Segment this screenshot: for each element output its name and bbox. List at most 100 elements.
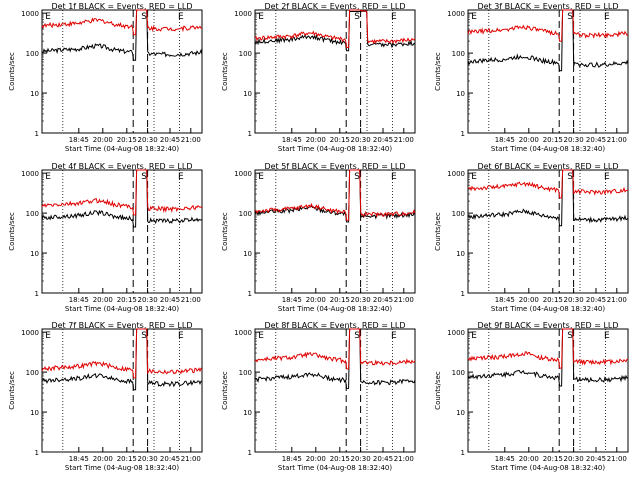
y-tick-label: 10 xyxy=(456,90,465,98)
x-tick-label: 21:00 xyxy=(181,136,201,144)
event-marker: E xyxy=(258,12,264,22)
x-tick-label: 18:45 xyxy=(282,136,302,144)
events-series-line xyxy=(254,10,416,52)
panel-2: Det 2f BLACK = Events, RED = LLD Counts/s… xyxy=(221,2,416,153)
y-tick-label: 1000 xyxy=(447,170,465,178)
y-tick-label: 1000 xyxy=(234,10,252,18)
x-axis-label: Start Time (04-Aug-08 18:32:40) xyxy=(491,464,605,472)
x-tick-label: 20:45 xyxy=(373,136,393,144)
event-marker: S xyxy=(567,172,573,182)
events-series-line xyxy=(254,169,416,223)
x-tick-label: 20:30 xyxy=(564,455,584,463)
x-tick-label: 20:15 xyxy=(117,455,137,463)
lld-series-line xyxy=(467,169,629,199)
y-tick-label: 1000 xyxy=(234,329,252,337)
panel-title: Det 1f BLACK = Events, RED = LLD xyxy=(51,2,192,11)
x-tick-label: 18:45 xyxy=(69,136,89,144)
x-tick-label: 18:45 xyxy=(282,296,302,304)
x-tick-label: 20:15 xyxy=(330,296,350,304)
event-marker: E xyxy=(258,331,264,341)
y-axis-label: Counts/sec xyxy=(8,212,16,251)
event-marker: E xyxy=(178,172,184,182)
lld-series-line xyxy=(41,9,203,36)
y-axis-label: Counts/sec xyxy=(221,212,229,251)
x-tick-label: 20:00 xyxy=(93,136,113,144)
x-tick-label: 20:45 xyxy=(160,455,180,463)
events-series-line xyxy=(254,328,416,389)
y-tick-label: 1000 xyxy=(447,329,465,337)
y-tick-label: 100 xyxy=(239,369,252,377)
event-marker: E xyxy=(45,331,51,341)
y-tick-label: 1000 xyxy=(21,170,39,178)
x-tick-label: 18:45 xyxy=(69,455,89,463)
event-marker: E xyxy=(471,331,477,341)
x-tick-label: 20:30 xyxy=(138,455,158,463)
y-tick-label: 1000 xyxy=(447,10,465,18)
x-tick-label: 20:15 xyxy=(330,455,350,463)
panel-5: Det 5f BLACK = Events, RED = LLD Counts/s… xyxy=(221,162,416,313)
events-series-line xyxy=(41,9,203,61)
panel-6: Det 6f BLACK = Events, RED = LLD Counts/s… xyxy=(434,162,629,313)
x-tick-label: 21:00 xyxy=(607,136,627,144)
panel-title: Det 6f BLACK = Events, RED = LLD xyxy=(477,162,618,171)
x-tick-label: 20:15 xyxy=(543,136,563,144)
y-tick-label: 1000 xyxy=(234,170,252,178)
x-tick-label: 21:00 xyxy=(181,296,201,304)
event-marker: S xyxy=(141,12,147,22)
x-axis-label: Start Time (04-Aug-08 18:32:40) xyxy=(65,464,179,472)
event-marker: E xyxy=(391,172,397,182)
event-marker: S xyxy=(354,331,360,341)
lld-series-line xyxy=(254,328,416,370)
event-marker: E xyxy=(391,331,397,341)
event-marker: E xyxy=(45,12,51,22)
y-tick-label: 1000 xyxy=(21,329,39,337)
y-tick-label: 1 xyxy=(35,290,39,298)
y-tick-label: 1 xyxy=(461,290,465,298)
x-tick-label: 20:00 xyxy=(93,455,113,463)
event-marker: S xyxy=(354,12,360,22)
y-axis-label: Counts/sec xyxy=(434,371,442,410)
lld-series-line xyxy=(467,9,629,42)
x-axis-label: Start Time (04-Aug-08 18:32:40) xyxy=(65,305,179,313)
event-marker: S xyxy=(567,12,573,22)
plot-frame xyxy=(41,328,203,453)
events-series-line xyxy=(41,169,203,228)
y-axis-label: Counts/sec xyxy=(8,52,16,91)
y-tick-label: 100 xyxy=(26,369,39,377)
x-tick-label: 21:00 xyxy=(394,455,414,463)
plot-frame xyxy=(254,328,416,453)
x-axis-label: Start Time (04-Aug-08 18:32:40) xyxy=(65,145,179,153)
y-tick-label: 10 xyxy=(30,90,39,98)
x-tick-label: 20:00 xyxy=(519,455,539,463)
plot-frame xyxy=(467,169,629,294)
plot-frame xyxy=(254,9,416,134)
x-tick-label: 20:15 xyxy=(117,136,137,144)
event-marker: E xyxy=(178,331,184,341)
event-marker: S xyxy=(141,331,147,341)
x-tick-label: 20:15 xyxy=(543,455,563,463)
x-tick-label: 20:45 xyxy=(160,136,180,144)
x-axis-label: Start Time (04-Aug-08 18:32:40) xyxy=(278,145,392,153)
y-tick-label: 100 xyxy=(452,210,465,218)
panel-9: Det 9f BLACK = Events, RED = LLD Counts/s… xyxy=(434,321,629,472)
x-tick-label: 18:45 xyxy=(69,296,89,304)
event-marker: S xyxy=(141,172,147,182)
x-tick-label: 21:00 xyxy=(607,455,627,463)
y-tick-label: 1 xyxy=(35,449,39,457)
events-series-line xyxy=(467,169,629,227)
lld-series-line xyxy=(254,9,416,48)
y-axis-label: Counts/sec xyxy=(8,371,16,410)
x-tick-label: 21:00 xyxy=(394,136,414,144)
event-marker: E xyxy=(604,172,610,182)
panel-title: Det 4f BLACK = Events, RED = LLD xyxy=(51,162,192,171)
lld-series-line xyxy=(467,328,629,369)
x-tick-label: 21:00 xyxy=(181,455,201,463)
y-tick-label: 100 xyxy=(26,210,39,218)
lld-series-line xyxy=(254,169,416,221)
y-tick-label: 10 xyxy=(456,409,465,417)
x-tick-label: 20:00 xyxy=(306,136,326,144)
panel-1: Det 1f BLACK = Events, RED = LLD Counts/s… xyxy=(8,2,203,153)
y-tick-label: 1 xyxy=(461,449,465,457)
y-tick-label: 1 xyxy=(35,130,39,138)
